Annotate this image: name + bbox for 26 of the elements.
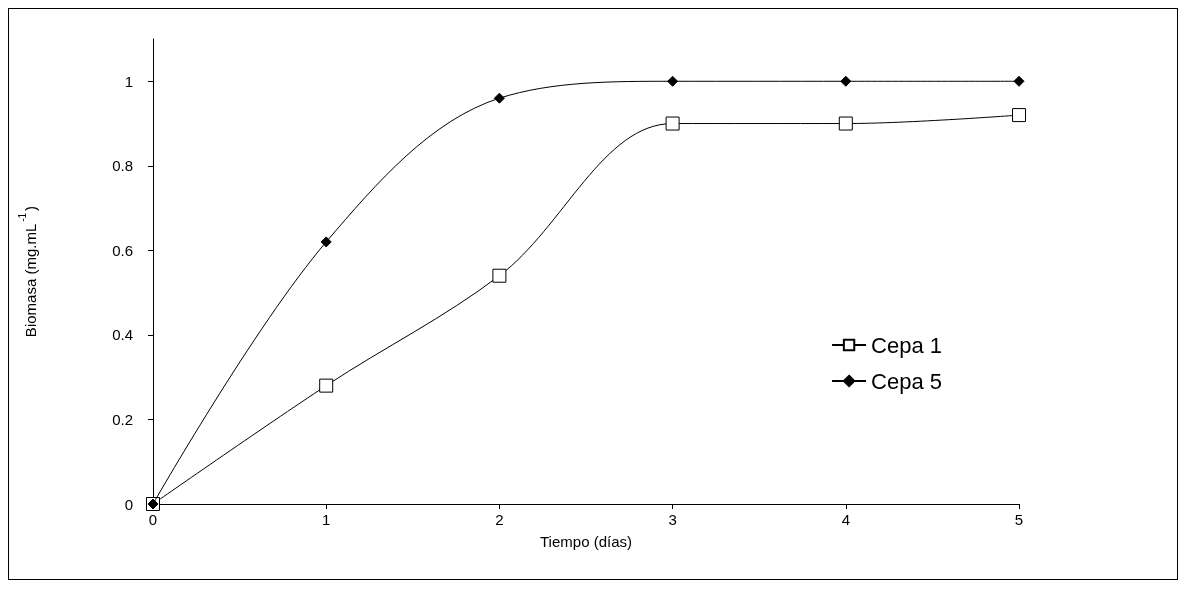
- point: [320, 236, 332, 248]
- point: [493, 92, 505, 104]
- y-tick-label: 0.6: [112, 241, 133, 259]
- y-tick-label: 0: [124, 495, 133, 513]
- point: [319, 378, 334, 393]
- legend-label: Cepa 5: [871, 368, 943, 394]
- point: [838, 116, 853, 131]
- y-tick-label: 0.2: [112, 410, 133, 428]
- point: [492, 268, 507, 283]
- x-tick-label: 4: [841, 511, 850, 528]
- y-axis-title: Biomasa (mg.mL-1): [16, 205, 39, 338]
- y-tick-label: 1: [124, 72, 133, 90]
- point: [665, 116, 680, 131]
- y-tick-label: 0.4: [112, 326, 133, 344]
- x-axis-title: Tiempo (días): [540, 533, 632, 550]
- y-tick-label: 0.8: [112, 157, 133, 175]
- x-tick-label: 5: [1014, 511, 1024, 528]
- point: [1012, 108, 1026, 123]
- point: [667, 75, 679, 87]
- x-tick-label: 2: [495, 511, 504, 528]
- point: [1013, 75, 1025, 87]
- point: [840, 75, 852, 87]
- x-tick-label: 0: [148, 511, 158, 528]
- x-tick-label: 3: [668, 511, 677, 528]
- x-tick-label: 1: [322, 511, 331, 528]
- legend-label: Cepa 1: [871, 332, 943, 358]
